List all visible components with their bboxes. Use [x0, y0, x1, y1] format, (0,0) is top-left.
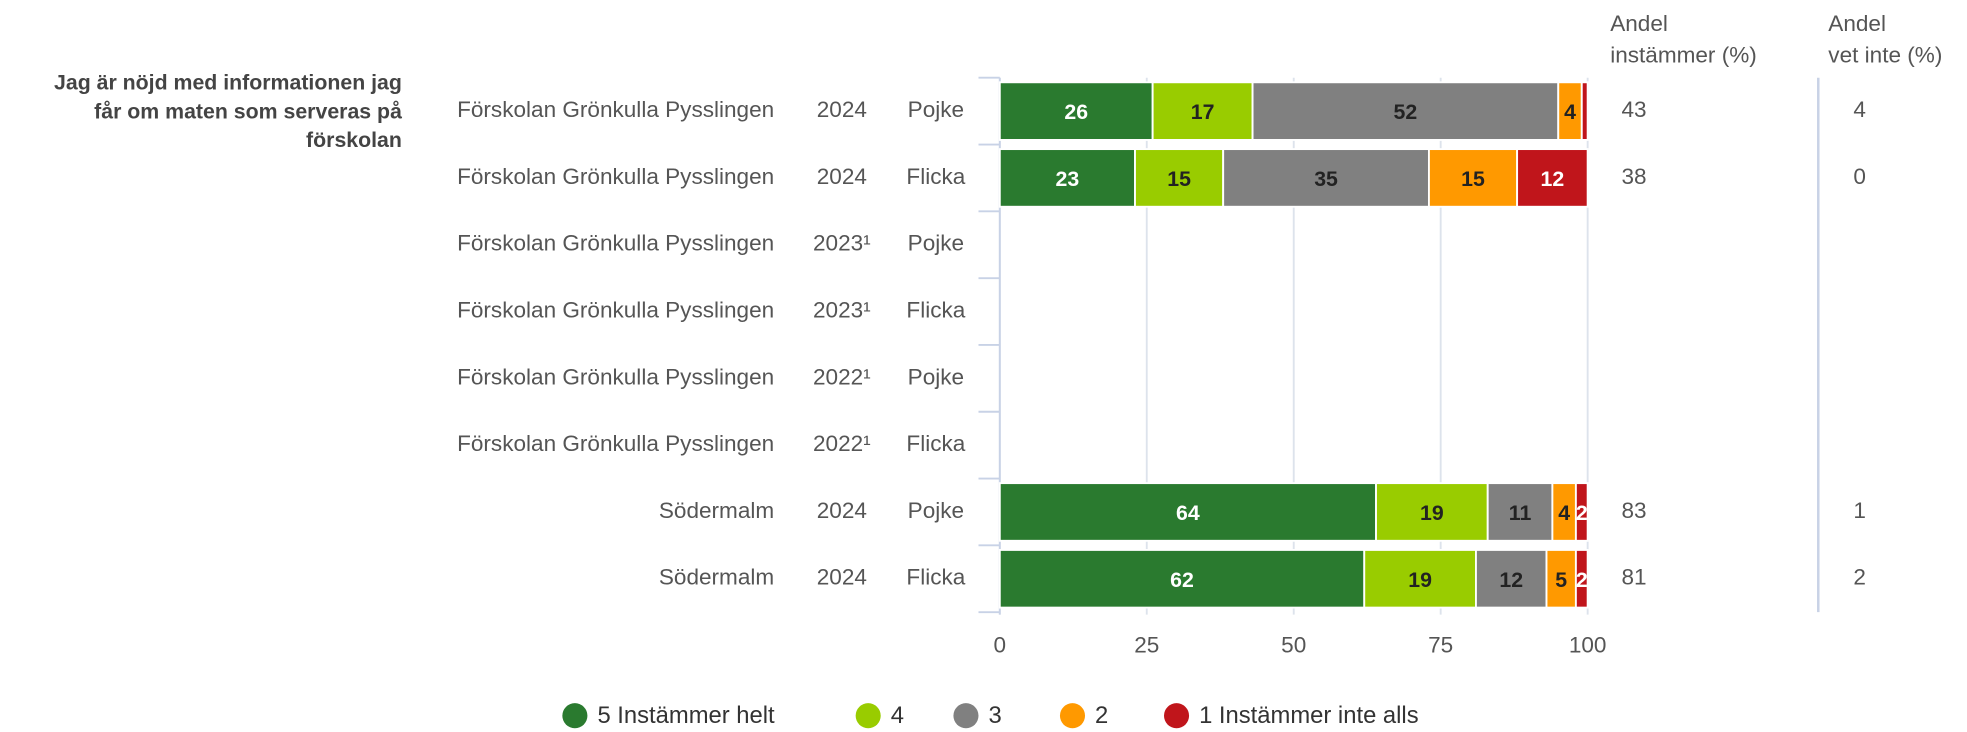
- question-label: Jag är nöjd med informationen jag: [54, 71, 402, 95]
- column-value: 81: [1621, 565, 1646, 590]
- year-label: 2022¹: [813, 364, 871, 389]
- bar-value-label: 4: [1564, 100, 1576, 124]
- x-tick-label: 0: [994, 633, 1007, 658]
- year-label: 2024: [817, 97, 867, 122]
- column-header: instämmer (%): [1610, 42, 1757, 67]
- bar-segment: [1222, 148, 1430, 208]
- bar-value-label: 5: [1555, 568, 1567, 592]
- gender-label: Flicka: [906, 431, 965, 456]
- bar-segment: [1516, 148, 1589, 208]
- unit-label: Förskolan Grönkulla Pysslingen: [457, 231, 774, 256]
- bar-segment: [1375, 482, 1489, 542]
- legend-marker: [855, 703, 881, 729]
- legend-marker: [562, 703, 588, 729]
- year-label: 2023¹: [813, 231, 871, 256]
- year-label: 2022¹: [813, 431, 871, 456]
- x-tick-label: 75: [1428, 633, 1453, 658]
- bar-segment: [1363, 549, 1477, 609]
- bar-value-label: 4: [1558, 501, 1570, 525]
- bar-segment: [1580, 81, 1589, 141]
- column-value: 4: [1853, 97, 1866, 122]
- gender-label: Pojke: [908, 97, 964, 122]
- x-tick-label: 25: [1134, 633, 1159, 658]
- unit-label: Förskolan Grönkulla Pysslingen: [457, 431, 774, 456]
- bar-segment: [1475, 549, 1548, 609]
- legend-marker: [1059, 703, 1086, 729]
- bar-segment: [998, 549, 1366, 609]
- unit-label: Förskolan Grönkulla Pysslingen: [457, 297, 774, 322]
- bar-value-label: 2: [1576, 501, 1588, 525]
- gender-label: Flicka: [906, 297, 965, 322]
- legend-label: 4: [891, 702, 904, 729]
- unit-label: Förskolan Grönkulla Pysslingen: [457, 164, 774, 189]
- legend-label: 2: [1095, 702, 1108, 729]
- gender-label: Pojke: [908, 498, 964, 523]
- year-label: 2024: [817, 164, 867, 189]
- bar-value-label: 12: [1541, 167, 1565, 191]
- column-value: 0: [1853, 164, 1866, 189]
- x-tick-label: 100: [1569, 633, 1607, 658]
- bar-value-label: 52: [1394, 100, 1418, 124]
- bar-value-label: 17: [1191, 100, 1215, 124]
- year-label: 2023¹: [813, 297, 871, 322]
- question-label: förskolan: [306, 128, 402, 152]
- bar-segment: [1574, 549, 1589, 609]
- bar-segment: [1251, 81, 1560, 141]
- legend-label: 3: [989, 702, 1002, 729]
- unit-label: Södermalm: [659, 498, 774, 523]
- legend-marker: [953, 703, 979, 729]
- bar-value-label: 23: [1056, 167, 1080, 191]
- bar-segment: [998, 81, 1154, 141]
- gender-label: Flicka: [906, 164, 965, 189]
- bar-value-label: 12: [1499, 568, 1523, 592]
- gender-label: Flicka: [906, 565, 965, 590]
- unit-label: Södermalm: [659, 565, 774, 590]
- bar-value-label: 19: [1408, 568, 1432, 592]
- bar-value-label: 15: [1461, 167, 1485, 191]
- bar-segment: [1574, 482, 1589, 542]
- gender-label: Pojke: [908, 364, 964, 389]
- column-header: vet inte (%): [1828, 42, 1942, 67]
- bar-segment: [1545, 549, 1577, 609]
- unit-label: Förskolan Grönkulla Pysslingen: [457, 364, 774, 389]
- column-value: 38: [1621, 164, 1646, 189]
- bar-value-label: 62: [1170, 568, 1194, 592]
- unit-label: Förskolan Grönkulla Pysslingen: [457, 97, 774, 122]
- bar-value-label: 35: [1314, 167, 1338, 191]
- column-header: Andel: [1610, 11, 1668, 36]
- x-tick-label: 50: [1281, 633, 1306, 658]
- column-value: 1: [1853, 498, 1866, 523]
- gender-label: Pojke: [908, 231, 964, 256]
- year-label: 2024: [817, 565, 867, 590]
- legend-label: 5 Instämmer helt: [597, 702, 775, 729]
- legend-label: 1 Instämmer inte alls: [1199, 702, 1419, 729]
- column-value: 43: [1621, 97, 1646, 122]
- year-label: 2024: [817, 498, 867, 523]
- column-value: 2: [1853, 565, 1866, 590]
- bar-value-label: 64: [1176, 501, 1200, 525]
- legend-marker: [1163, 703, 1190, 729]
- bar-value-label: 15: [1167, 167, 1191, 191]
- bar-value-label: 19: [1420, 501, 1444, 525]
- question-label: får om maten som serveras på: [94, 99, 402, 123]
- bar-value-label: 2: [1576, 568, 1588, 592]
- bar-value-label: 26: [1064, 100, 1088, 124]
- bar-segment: [998, 148, 1136, 208]
- column-value: 83: [1621, 498, 1646, 523]
- bar-value-label: 11: [1509, 501, 1532, 525]
- column-header: Andel: [1828, 11, 1886, 36]
